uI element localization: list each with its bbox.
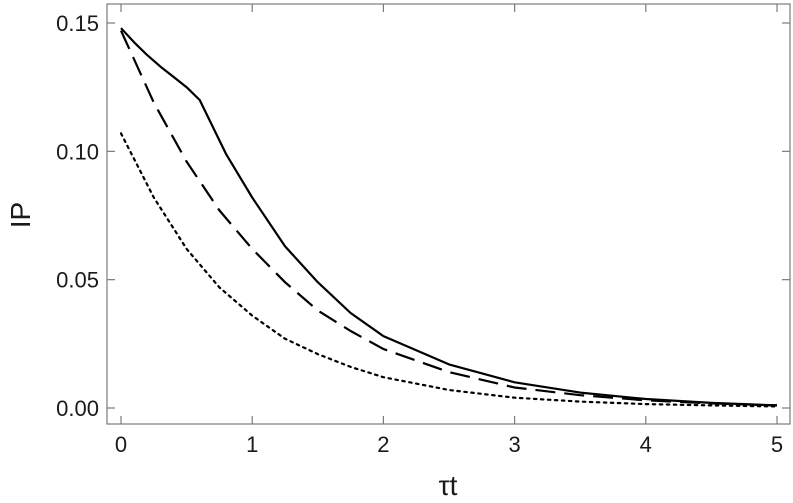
x-tick-label: 0	[115, 432, 127, 457]
series-group	[119, 27, 779, 408]
series-line-dashed	[119, 30, 778, 407]
x-tick-label: 2	[377, 432, 389, 457]
y-tick-label: 0.05	[56, 268, 99, 293]
x-tick-label: 5	[771, 432, 783, 457]
x-tick-label: 4	[640, 432, 652, 457]
series-line-dotted	[119, 132, 779, 408]
plot-frame	[106, 3, 791, 425]
series-line-solid	[120, 27, 778, 407]
x-tick-labels: 0 1 2 3 4 5	[115, 432, 783, 457]
y-tick-label: 0.15	[56, 11, 99, 36]
y-axis-label: IP	[5, 202, 36, 228]
y-tick-label: 0.10	[56, 139, 99, 164]
y-tick-labels: 0.00 0.05 0.10 0.15	[56, 11, 99, 421]
x-axis-label: τt	[439, 470, 458, 501]
x-tick-label: 1	[246, 432, 258, 457]
y-tick-label: 0.00	[56, 396, 99, 421]
axis-ticks	[107, 4, 790, 424]
x-tick-label: 3	[508, 432, 520, 457]
